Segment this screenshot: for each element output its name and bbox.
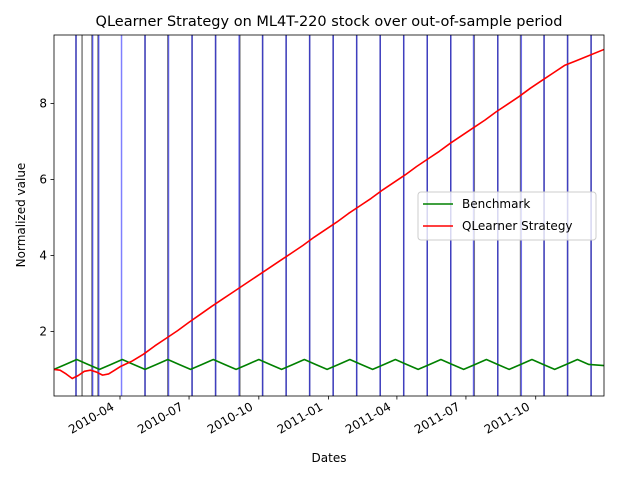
x-axis: 2010-04 2010-07 2010-10 2011-01 2011-04 2011-… [66,396,537,437]
x-tick-label: 2011-04 [343,399,393,436]
x-tick-label: 2011-01 [275,399,325,436]
y-axis-title: Normalized value [14,163,28,268]
series-line-qlearner-strategy [54,48,604,380]
signal-lines-layer [75,35,592,396]
y-tick-label: 8 [39,96,47,110]
legend-label-benchmark: Benchmark [462,197,530,211]
series-line-benchmark [54,358,604,371]
legend-label-qlearner-strategy: QLearner Strategy [462,219,573,233]
x-tick-label: 2010-04 [66,399,116,436]
y-tick-label: 4 [39,248,47,262]
legend: Benchmark QLearner Strategy [417,191,597,241]
y-axis: 2 4 6 8 [39,96,54,338]
x-tick-label: 2011-10 [482,399,532,436]
y-tick-label: 2 [39,324,47,338]
x-axis-title: Dates [312,451,347,465]
x-tick-label: 2011-07 [412,399,462,436]
x-tick-label: 2010-10 [205,399,255,436]
y-tick-label: 6 [39,172,47,186]
x-tick-label: 2010-07 [135,399,185,436]
series-layer [54,48,604,380]
chart-title: QLearner Strategy on ML4T-220 stock over… [96,14,563,30]
legend-frame [417,191,597,241]
